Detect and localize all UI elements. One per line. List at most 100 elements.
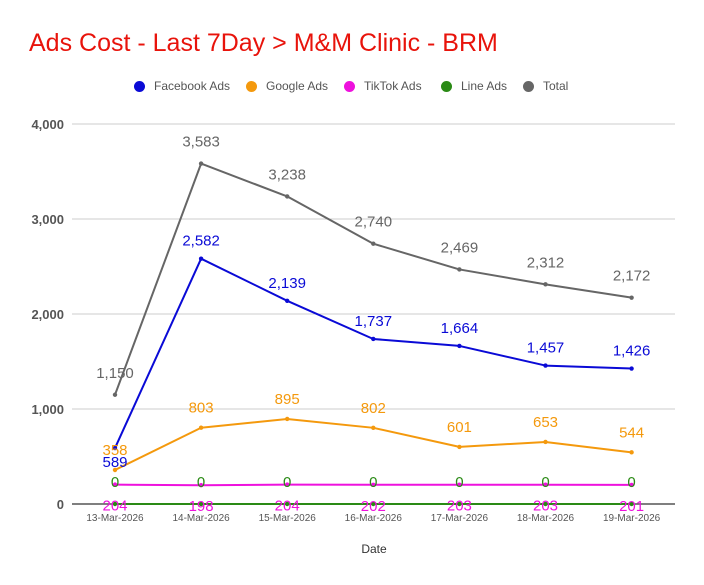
x-tick-label: 15-Mar-2026 (259, 513, 317, 524)
data-point-facebook-ads (629, 366, 634, 371)
data-point-facebook-ads (457, 343, 462, 349)
data-point-tiktok-ads (457, 482, 462, 487)
legend-label-line-ads: Line Ads (461, 79, 508, 93)
data-point-tiktok-ads (629, 482, 634, 488)
data-point-line-ads (198, 501, 204, 507)
data-point-total (629, 295, 634, 300)
data-point-facebook-ads (285, 298, 290, 303)
x-tick-label: 19-Mar-2026 (603, 513, 661, 524)
legend-marker-google-ads (246, 80, 257, 92)
legend-label-total: Total (543, 79, 569, 93)
data-point-tiktok-ads (112, 482, 118, 487)
x-tick-label: 14-Mar-2026 (172, 513, 230, 524)
data-point-line-ads (629, 501, 634, 507)
chart-title: Ads Cost - Last 7Day > M&M Clinic - BRM (29, 29, 498, 57)
data-label-google-ads: 544 (619, 424, 644, 441)
data-label-line-ads: 0 (111, 474, 119, 491)
data-label-line-ads: 0 (455, 474, 463, 491)
legend-item-total[interactable]: Total (523, 79, 568, 93)
data-label-facebook-ads: 2,139 (268, 275, 306, 292)
data-point-line-ads (457, 501, 462, 507)
x-axis-title: Date (361, 542, 387, 556)
data-point-tiktok-ads (285, 482, 290, 487)
data-label-google-ads: 895 (275, 391, 300, 408)
data-label-total: 2,740 (355, 214, 393, 231)
y-tick-label: 2,000 (31, 307, 64, 322)
data-label-total: 2,312 (527, 254, 565, 271)
data-point-facebook-ads (198, 256, 204, 261)
data-label-total: 2,469 (441, 239, 479, 256)
data-point-total (112, 392, 118, 397)
x-tick-label: 17-Mar-2026 (431, 513, 489, 524)
data-label-facebook-ads: 1,737 (355, 313, 393, 330)
data-label-facebook-ads: 1,426 (613, 343, 651, 360)
legend-label-google-ads: Google Ads (266, 79, 329, 93)
data-label-tiktok-ads: 204 (275, 498, 300, 515)
data-point-total (543, 282, 548, 287)
data-point-line-ads (285, 501, 290, 507)
data-label-total: 2,172 (613, 268, 651, 285)
legend: Facebook Ads Google Ads TikTok Ads Line … (0, 79, 704, 99)
data-label-line-ads: 0 (541, 474, 549, 491)
data-point-google-ads (112, 467, 118, 473)
legend-item-tiktok-ads[interactable]: TikTok Ads (344, 79, 422, 93)
data-point-line-ads (543, 501, 548, 507)
y-tick-label: 0 (57, 497, 64, 512)
legend-label-facebook-ads: Facebook Ads (154, 79, 231, 93)
legend-marker-facebook-ads (134, 80, 145, 92)
data-label-tiktok-ads: 203 (533, 498, 558, 515)
data-label-facebook-ads: 2,582 (182, 233, 220, 250)
data-point-google-ads (371, 425, 376, 431)
data-label-total: 1,150 (96, 365, 134, 382)
data-point-line-ads (112, 501, 118, 507)
data-point-facebook-ads (371, 336, 376, 342)
data-label-google-ads: 653 (533, 414, 558, 431)
data-label-google-ads: 358 (102, 442, 127, 459)
data-label-line-ads: 0 (369, 474, 377, 491)
y-tick-label: 1,000 (31, 402, 64, 417)
legend-label-tiktok-ads: TikTok Ads (364, 79, 422, 93)
data-label-google-ads: 802 (361, 400, 386, 417)
data-point-total (457, 267, 462, 272)
data-label-total: 3,583 (182, 134, 220, 151)
data-label-tiktok-ads: 201 (619, 498, 644, 515)
legend-marker-line-ads (441, 80, 452, 92)
legend-item-google-ads[interactable]: Google Ads (246, 79, 328, 93)
data-label-facebook-ads: 589 (102, 454, 127, 471)
data-label-facebook-ads: 1,457 (527, 340, 565, 357)
data-point-total (198, 161, 204, 166)
data-label-tiktok-ads: 204 (102, 498, 127, 515)
data-label-line-ads: 0 (197, 474, 205, 491)
data-point-google-ads (629, 450, 634, 455)
y-tick-label: 4,000 (31, 117, 64, 132)
data-label-line-ads: 0 (627, 474, 635, 491)
legend-item-facebook-ads[interactable]: Facebook Ads (134, 79, 230, 93)
data-label-tiktok-ads: 198 (189, 498, 214, 515)
data-label-tiktok-ads: 202 (361, 498, 386, 515)
data-point-total (371, 241, 376, 246)
data-point-total (285, 194, 290, 199)
data-point-line-ads (371, 501, 376, 507)
x-tick-label: 13-Mar-2026 (86, 513, 144, 524)
data-point-facebook-ads (543, 363, 548, 368)
data-point-google-ads (285, 416, 290, 422)
data-point-facebook-ads (112, 445, 118, 451)
x-tick-label: 16-Mar-2026 (345, 513, 403, 524)
legend-marker-total (523, 80, 534, 92)
data-label-facebook-ads: 1,664 (441, 320, 479, 337)
data-point-tiktok-ads (371, 482, 376, 488)
data-point-google-ads (457, 444, 462, 450)
legend-item-line-ads[interactable]: Line Ads (441, 79, 507, 93)
x-tick-label: 18-Mar-2026 (517, 513, 575, 524)
data-point-google-ads (543, 439, 548, 445)
data-label-google-ads: 803 (189, 400, 214, 417)
data-label-google-ads: 601 (447, 419, 472, 436)
data-label-line-ads: 0 (283, 474, 291, 491)
data-label-total: 3,238 (268, 166, 306, 183)
data-point-google-ads (198, 425, 204, 430)
legend-marker-tiktok-ads (344, 80, 355, 92)
y-tick-label: 3,000 (31, 212, 64, 227)
data-label-tiktok-ads: 203 (447, 498, 472, 515)
data-point-tiktok-ads (543, 482, 548, 487)
